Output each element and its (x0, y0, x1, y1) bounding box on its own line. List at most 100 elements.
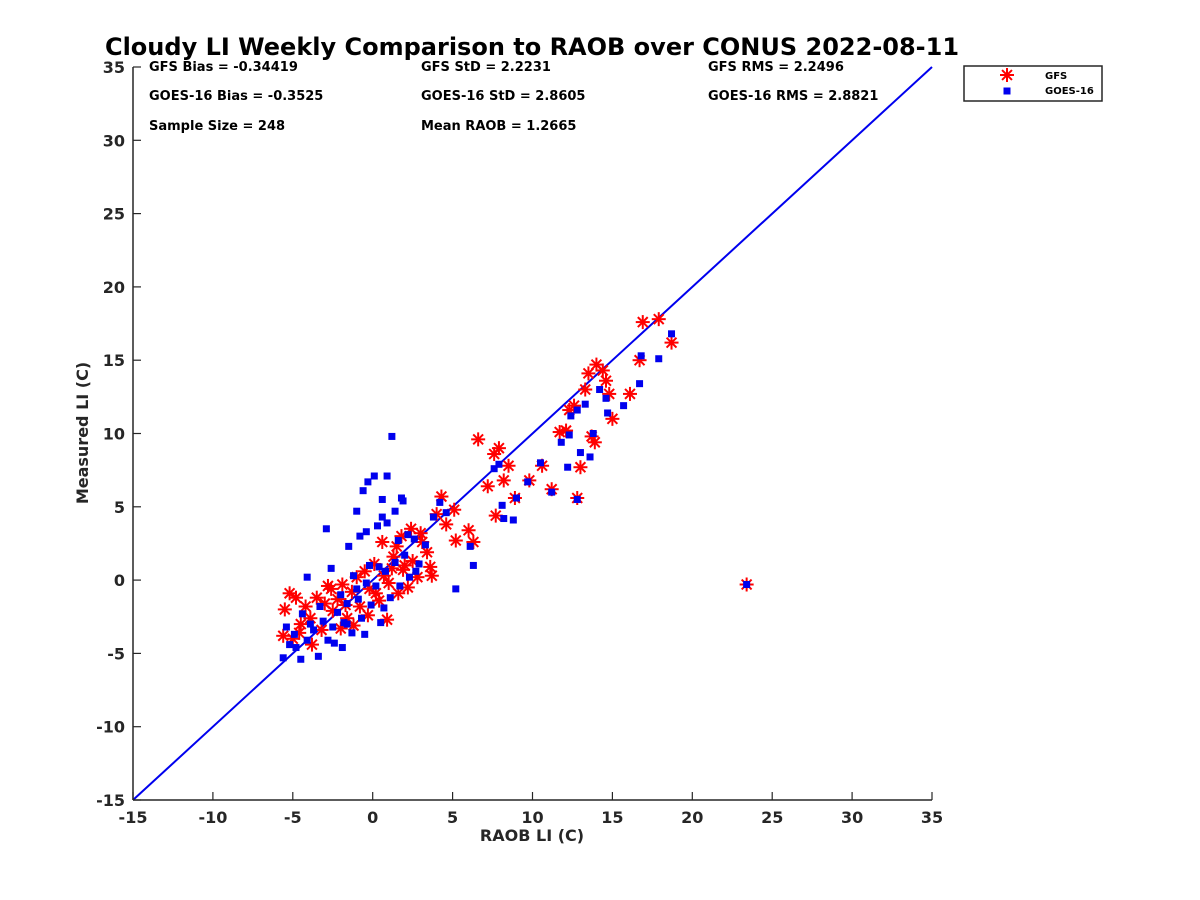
goes-16-point (383, 472, 391, 480)
gfs-point (447, 502, 462, 517)
goes-16-point (310, 626, 318, 634)
gfs-point (587, 435, 602, 450)
goes-16-point (388, 432, 396, 440)
gfs-point (599, 373, 614, 388)
goes-16-point (324, 636, 332, 644)
goes-16-point (636, 380, 644, 388)
goes-16-point (366, 561, 374, 569)
goes-16-point (386, 594, 394, 602)
goes-16-point (383, 519, 391, 527)
goes-16-point (375, 563, 383, 571)
goes-16-point (490, 465, 498, 473)
data-points (276, 312, 754, 663)
goes-16-point (378, 513, 386, 521)
y-tick-label: 30 (103, 131, 125, 150)
goes-16-point (319, 617, 327, 625)
goes-16-point (343, 600, 351, 608)
goes-16-point (353, 585, 361, 593)
gfs-point (423, 559, 438, 574)
goes-16-point (362, 579, 370, 587)
one-to-one-line (132, 66, 933, 801)
goes-16-point (586, 453, 594, 461)
goes-16-point (337, 591, 345, 599)
goes-16-point (524, 478, 532, 486)
goes-16-point (405, 573, 413, 581)
goes-16-point (412, 567, 420, 575)
goes-16-point (356, 532, 364, 540)
gfs-point (664, 335, 679, 350)
goes-16-point (573, 406, 581, 414)
goes-16-point (373, 522, 381, 530)
x-tick-label: -15 (119, 808, 148, 827)
x-axis-label: RAOB LI (C) (480, 826, 584, 845)
y-tick-label: -15 (96, 791, 125, 810)
stat-mean-raob: Mean RAOB = 1.2665 (421, 119, 576, 134)
gfs-point (581, 366, 596, 381)
gfs-point (491, 441, 506, 456)
x-tick-label: 0 (367, 808, 378, 827)
goes-16-point (399, 497, 407, 505)
goes-16-point (581, 400, 589, 408)
gfs-point (461, 523, 476, 538)
goes-16-point (327, 564, 335, 572)
y-tick-label: 15 (103, 351, 125, 370)
gfs-point (324, 581, 339, 596)
goes-16-point (596, 386, 604, 394)
gfs-point (496, 473, 511, 488)
goes-16-point (394, 537, 402, 545)
goes-16-point (358, 614, 366, 622)
legend-label-gfs: GFS (1045, 71, 1067, 82)
goes-16-point (410, 535, 418, 543)
goes-16-point (620, 402, 628, 410)
y-tick-label: 10 (103, 425, 125, 444)
goes-16-point (743, 580, 751, 588)
goes-16-point (567, 412, 575, 420)
legend-marker-gfs (1000, 68, 1014, 82)
goes-16-point (589, 430, 597, 437)
x-tick-label: -10 (198, 808, 227, 827)
x-tick-label: 20 (681, 808, 703, 827)
goes-16-point (361, 630, 369, 638)
y-tick-label: 35 (103, 58, 125, 77)
goes-16-point (637, 352, 645, 360)
stat-goes16-std: GOES-16 StD = 2.8605 (421, 89, 585, 104)
gfs-point (288, 590, 303, 605)
goes-16-point (377, 619, 385, 627)
y-tick-label: 20 (103, 278, 125, 297)
goes-16-point (314, 652, 322, 660)
stat-goes16-bias: GOES-16 Bias = -0.3525 (149, 89, 323, 104)
gfs-point (381, 576, 396, 591)
gfs-point (480, 479, 495, 494)
goes-16-point (350, 572, 358, 580)
goes-16-point (604, 409, 612, 417)
goes-16-point (334, 608, 342, 616)
goes-16-point (354, 595, 362, 603)
goes-16-point (500, 515, 508, 523)
y-axis-label: Measured LI (C) (73, 362, 92, 504)
legend: GFS GOES-16 (963, 65, 1103, 102)
stat-gfs-bias: GFS Bias = -0.34419 (149, 60, 298, 75)
gfs-point (375, 534, 390, 549)
goes-16-point (573, 495, 581, 503)
x-tick-label: 15 (601, 808, 623, 827)
goes-16-point (668, 330, 676, 338)
gfs-point (595, 363, 610, 378)
legend-goes-16-square (1003, 87, 1011, 95)
x-tick-label: 25 (761, 808, 783, 827)
gfs-point (277, 602, 292, 617)
goes-16-point (564, 463, 572, 471)
goes-16-point (401, 551, 409, 559)
y-tick-label: 0 (114, 571, 125, 590)
gfs-point (293, 617, 308, 632)
goes-16-point (292, 644, 300, 652)
y-tick-label: 25 (103, 205, 125, 224)
gfs-point (651, 312, 666, 327)
goes-16-point (367, 601, 375, 609)
goes-16-point (298, 610, 306, 618)
goes-16-point (498, 501, 506, 509)
gfs-point (276, 628, 291, 643)
goes-16-point (396, 582, 404, 590)
y-tick-label: 5 (114, 498, 125, 517)
goes-16-point (364, 478, 372, 486)
